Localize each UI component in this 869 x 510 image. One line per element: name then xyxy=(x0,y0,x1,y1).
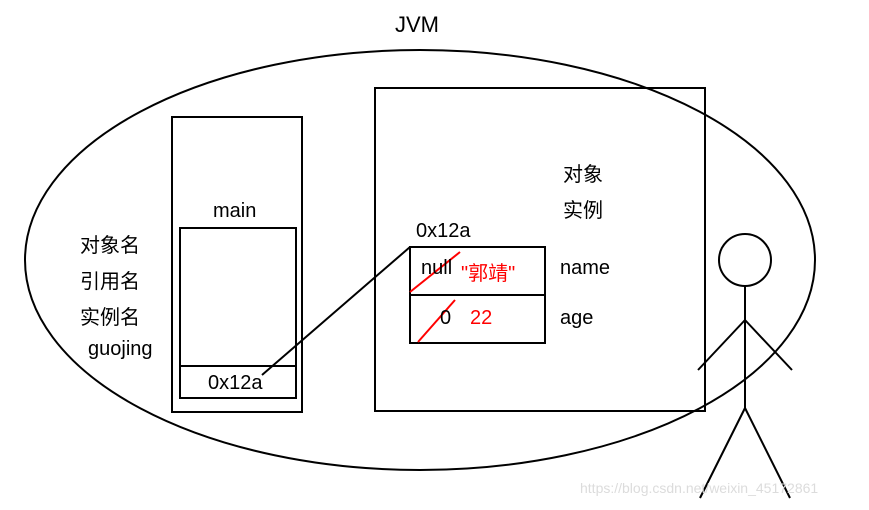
label-object-name: 对象名 xyxy=(80,229,140,258)
heap-address-label: 0x12a xyxy=(416,220,471,243)
heap-obj-label-2: 实例 xyxy=(563,194,603,223)
watermark-text: https://blog.csdn.net/weixin_45172861 xyxy=(580,480,818,496)
jvm-ellipse xyxy=(25,50,815,470)
stick-figure-arm-right xyxy=(745,320,792,370)
pointer-line xyxy=(262,247,410,375)
jvm-title: JVM xyxy=(395,12,439,38)
label-reference-name: 引用名 xyxy=(80,265,140,294)
stack-frame-label: main xyxy=(213,200,256,223)
label-varname: guojing xyxy=(88,338,153,361)
stack-frame-value: 0x12a xyxy=(208,372,263,395)
heap-obj-label-1: 对象 xyxy=(563,158,603,187)
field1-name-label: name xyxy=(560,257,610,280)
field1-old-value: null xyxy=(421,257,452,280)
heap-outer-box xyxy=(375,88,705,411)
field1-new-value: "郭靖" xyxy=(461,257,515,286)
field2-name-label: age xyxy=(560,307,593,330)
field2-old-value: 0 xyxy=(440,307,451,330)
stack-outer-box xyxy=(172,117,302,412)
field2-new-value: 22 xyxy=(470,307,492,330)
stick-figure-head xyxy=(719,234,771,286)
label-instance-name: 实例名 xyxy=(80,301,140,330)
